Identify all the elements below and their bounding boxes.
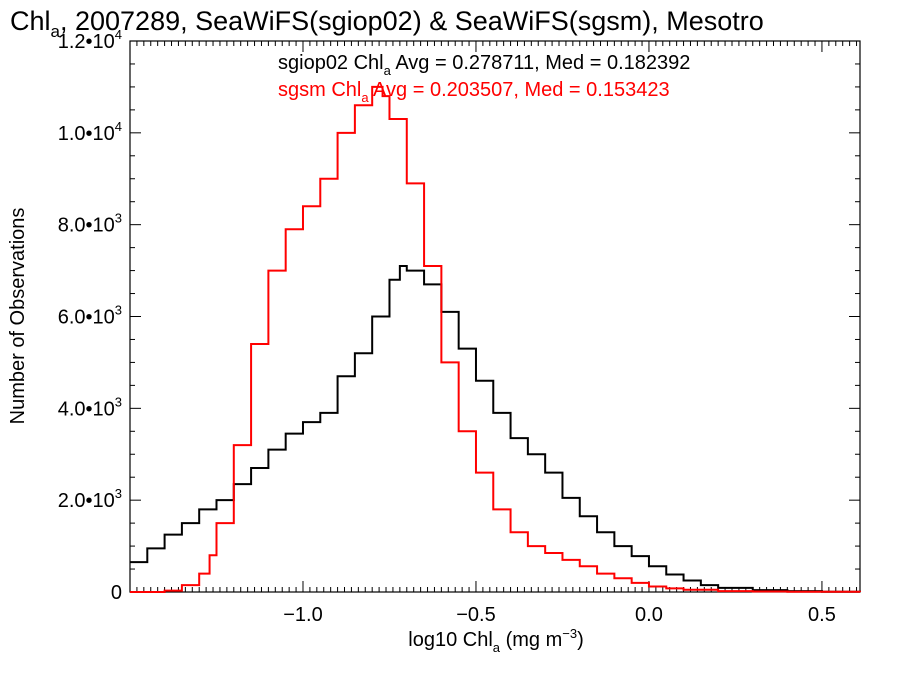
x-axis-label: log10 Chla (mg m−3) — [408, 626, 583, 655]
y-tick-label: 4.0•103 — [58, 394, 122, 420]
y-tick-label: 0 — [111, 582, 122, 604]
series-line-sgiop02 — [130, 264, 861, 593]
y-tick-label: 8.0•103 — [58, 211, 122, 237]
x-tick-label: −0.5 — [456, 604, 495, 626]
series-line-sgsm — [130, 85, 861, 593]
x-tick-label: 0.0 — [635, 604, 663, 626]
series-lines — [130, 85, 861, 593]
annotation-sgsm: sgsm Chla Avg = 0.203507, Med = 0.153423 — [278, 79, 670, 105]
y-tick-label: 2.0•103 — [58, 486, 122, 512]
y-tick-label: 6.0•103 — [58, 303, 122, 329]
y-tick-labels: 0 2.0•103 4.0•103 6.0•103 8.0•103 1.0•104 1.2•… — [58, 27, 122, 604]
y-tick-label: 1.2•104 — [58, 27, 122, 53]
y-tick-label: 1.0•104 — [58, 119, 122, 145]
y-axis-label: Number of Observations — [7, 208, 29, 425]
chart-title: Chla, 2007289, SeaWiFS(sgiop02) & SeaWiF… — [10, 6, 764, 41]
axis-ticks — [129, 40, 860, 593]
annotation-sgiop02: sgiop02 Chla Avg = 0.278711, Med = 0.182… — [278, 52, 690, 78]
x-tick-labels: −1.0 −0.5 0.0 0.5 — [283, 604, 836, 626]
x-tick-label: 0.5 — [808, 604, 836, 626]
x-tick-label: −1.0 — [283, 604, 322, 626]
